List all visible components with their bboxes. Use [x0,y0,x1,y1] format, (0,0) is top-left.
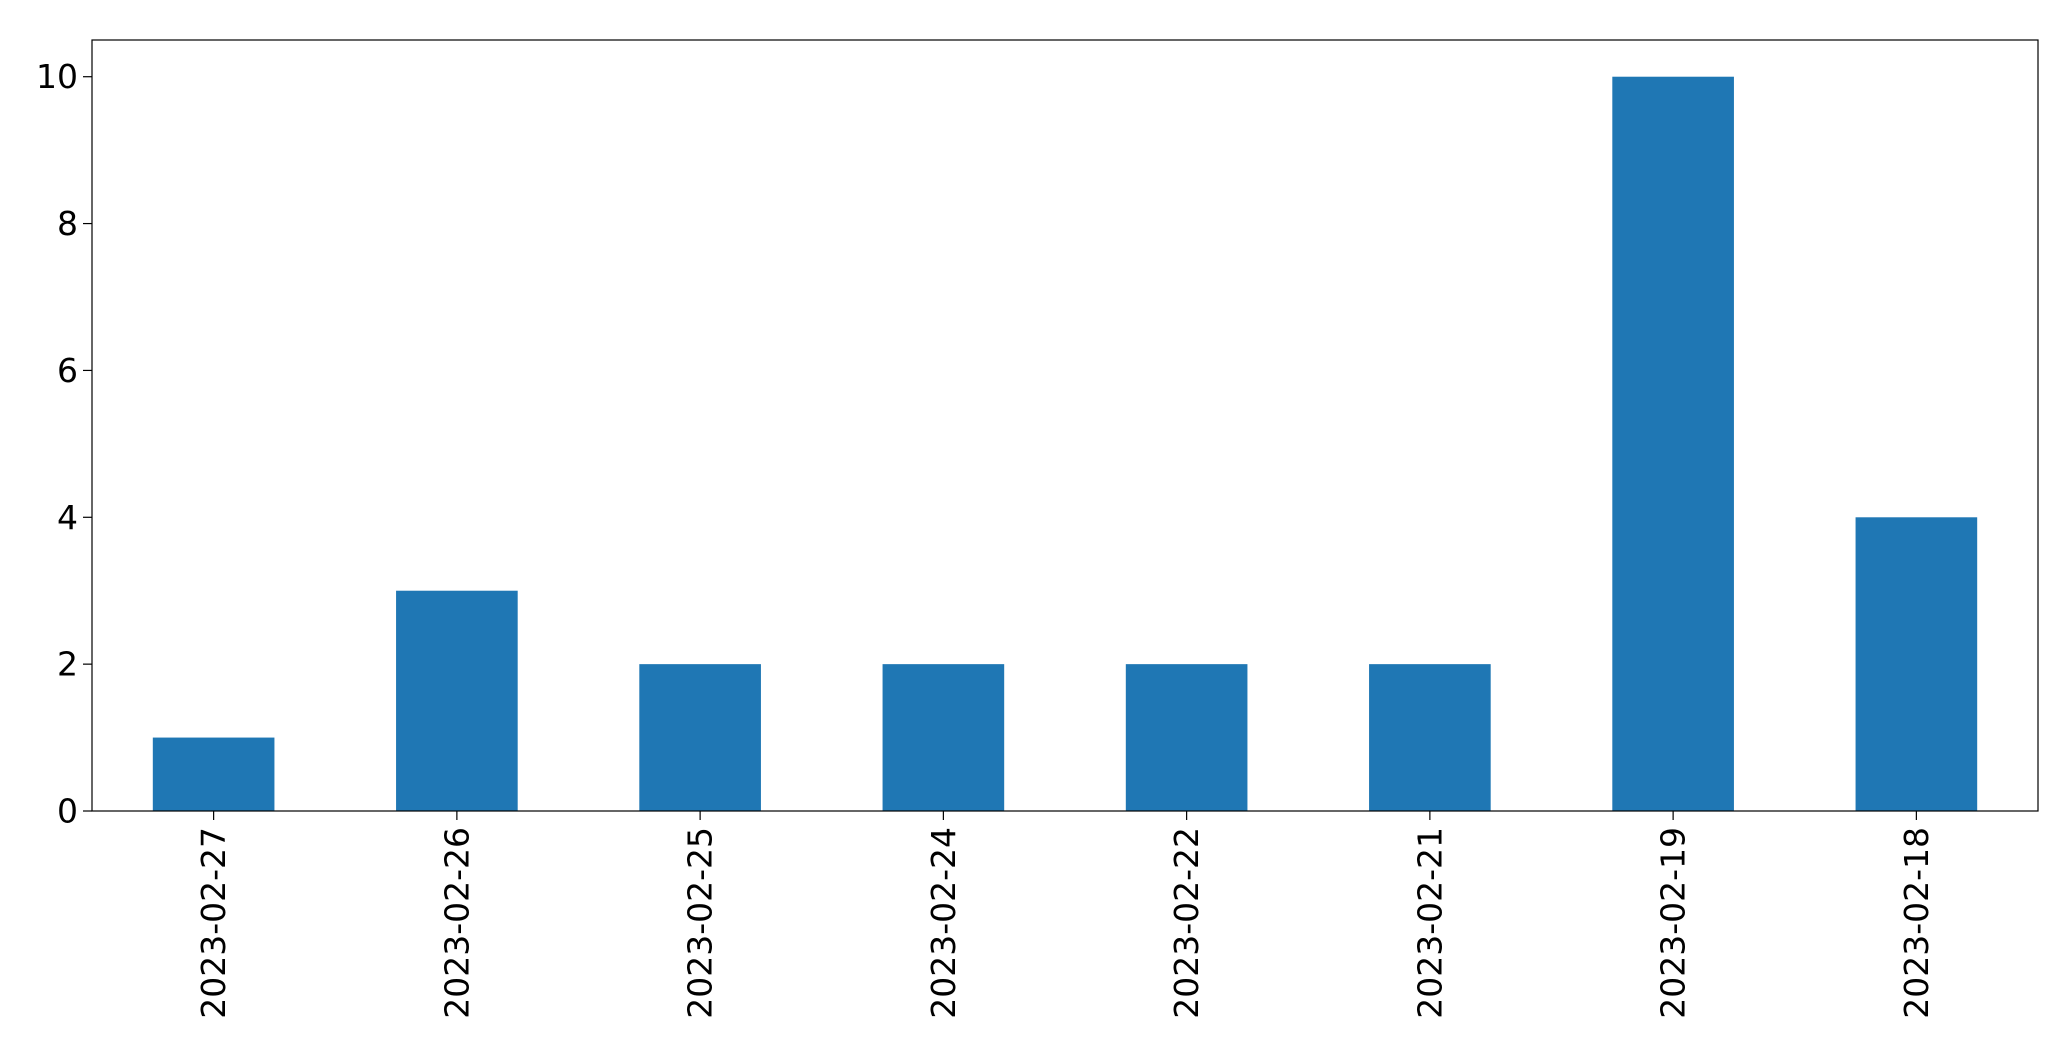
bars-layer [152,76,1978,811]
bar-2023-02-22 [1125,664,1248,811]
plot-frame [91,39,2039,812]
x-tick-label-2023-02-18: 2023-02-18 [1897,827,1936,1019]
bar-2023-02-27 [152,737,275,811]
x-tick-label-2023-02-22: 2023-02-22 [1167,827,1206,1019]
bar-2023-02-26 [396,590,518,811]
x-tick-label-2023-02-24: 2023-02-24 [924,827,963,1019]
y-tick-label-2: 2 [57,645,78,684]
bar-2023-02-21 [1369,664,1491,811]
x-tick-label-2023-02-19: 2023-02-19 [1654,827,1693,1019]
y-tick-label-6: 6 [57,351,78,390]
bar-2023-02-19 [1612,76,1734,811]
y-tick-label-4: 4 [57,498,78,537]
x-axis-ticks: 2023-02-27 2023-02-26 2023-02-25 2023-02-24… [194,811,1936,1019]
bar-2023-02-25 [639,664,761,811]
y-tick-label-8: 8 [57,204,78,243]
axes-layer [91,39,2039,812]
x-tick-label-2023-02-26: 2023-02-26 [437,827,476,1019]
y-tick-label-10: 10 [36,57,78,96]
y-axis-ticks: 0 2 4 6 8 10 [36,57,92,831]
bar-2023-02-18 [1855,517,1978,811]
y-tick-label-0: 0 [57,792,78,831]
bar-2023-02-24 [882,664,1005,811]
x-tick-label-2023-02-27: 2023-02-27 [194,827,233,1019]
x-tick-label-2023-02-21: 2023-02-21 [1410,827,1449,1019]
x-tick-label-2023-02-25: 2023-02-25 [681,827,720,1019]
